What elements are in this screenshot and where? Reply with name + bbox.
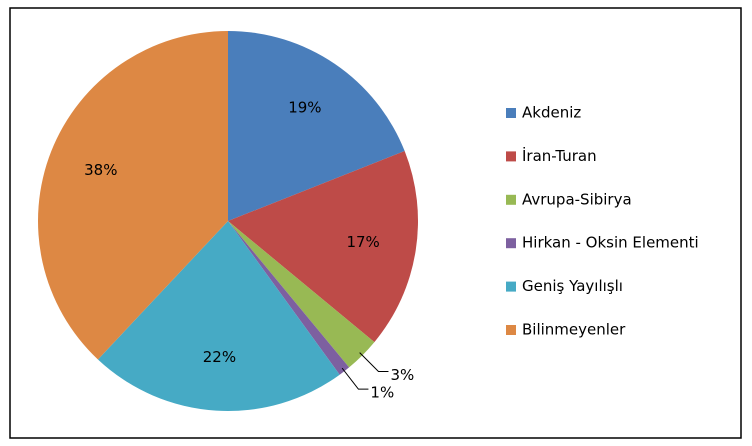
pie-slice xyxy=(228,31,405,221)
legend-label: Geniş Yayılışlı xyxy=(522,277,623,295)
legend-label: Bilinmeyenler xyxy=(522,321,626,339)
legend-swatch xyxy=(506,238,516,249)
data-label: 19% xyxy=(288,98,321,116)
pie-slice xyxy=(228,221,350,375)
data-label: 1% xyxy=(370,384,394,402)
pie-slice xyxy=(228,151,419,343)
legend-swatch xyxy=(506,325,516,335)
pie-slice xyxy=(228,221,375,368)
legend-label: İran-Turan xyxy=(522,146,597,165)
data-label: 17% xyxy=(346,233,379,251)
legend-swatch xyxy=(506,108,516,118)
legend-swatch xyxy=(506,194,516,205)
leader-line xyxy=(341,367,369,390)
pie-slice xyxy=(97,221,340,412)
data-label: 22% xyxy=(203,348,236,366)
legend-label: Akdeniz xyxy=(522,104,581,122)
leader-line xyxy=(359,352,389,372)
legend-swatch xyxy=(506,151,516,162)
pie-slice xyxy=(38,31,228,360)
legend-label: Hirkan - Oksin Elementi xyxy=(522,234,699,252)
data-label: 3% xyxy=(390,366,414,384)
legend-label: Avrupa-Sibirya xyxy=(522,190,632,208)
data-label: 38% xyxy=(84,161,117,179)
legend-swatch xyxy=(506,281,516,292)
